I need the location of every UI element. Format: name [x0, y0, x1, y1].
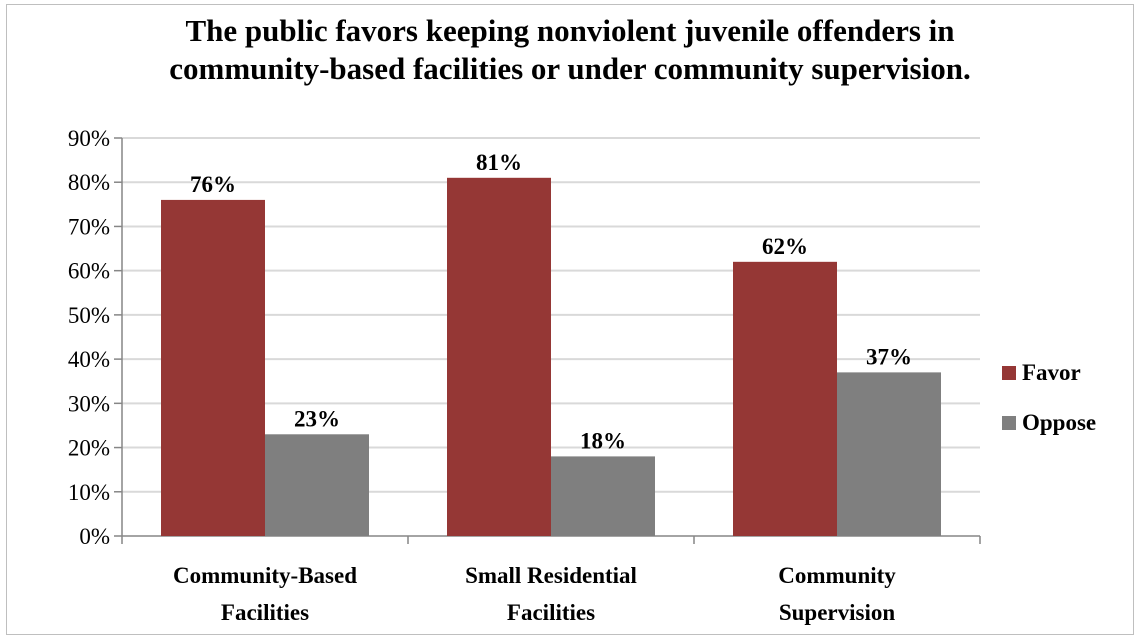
category-label: Community — [778, 563, 896, 588]
category-label: Small Residential — [465, 563, 637, 588]
y-tick-label: 60% — [68, 259, 110, 284]
data-label: 18% — [580, 428, 626, 453]
y-tick-label: 80% — [68, 170, 110, 195]
y-tick-label: 40% — [68, 347, 110, 372]
data-label: 62% — [762, 234, 808, 259]
legend-swatch-oppose — [1002, 416, 1016, 430]
category-label: Community-Based — [173, 563, 357, 588]
legend-label-oppose: Oppose — [1022, 410, 1096, 435]
y-tick-label: 10% — [68, 480, 110, 505]
data-label: 81% — [476, 150, 522, 175]
data-label: 76% — [190, 172, 236, 197]
data-label: 23% — [294, 406, 340, 431]
bar-oppose-0 — [265, 434, 369, 536]
y-tick-label: 0% — [79, 524, 110, 549]
y-tick-label: 70% — [68, 214, 110, 239]
y-tick-label: 90% — [68, 126, 110, 151]
bar-oppose-1 — [551, 456, 655, 536]
bar-favor-1 — [447, 177, 551, 537]
chart-title: The public favors keeping nonviolent juv… — [169, 13, 971, 86]
data-label: 37% — [866, 344, 912, 369]
bar-oppose-2 — [837, 372, 941, 536]
legend-label-favor: Favor — [1022, 360, 1081, 385]
category-label: Facilities — [507, 600, 595, 625]
category-label: Facilities — [221, 600, 309, 625]
y-tick-label: 20% — [68, 436, 110, 461]
y-tick-label: 30% — [68, 391, 110, 416]
bar-favor-0 — [161, 199, 265, 536]
bar-favor-2 — [733, 261, 837, 536]
legend-swatch-favor — [1002, 366, 1016, 380]
category-label: Supervision — [779, 600, 896, 625]
y-tick-label: 50% — [68, 303, 110, 328]
